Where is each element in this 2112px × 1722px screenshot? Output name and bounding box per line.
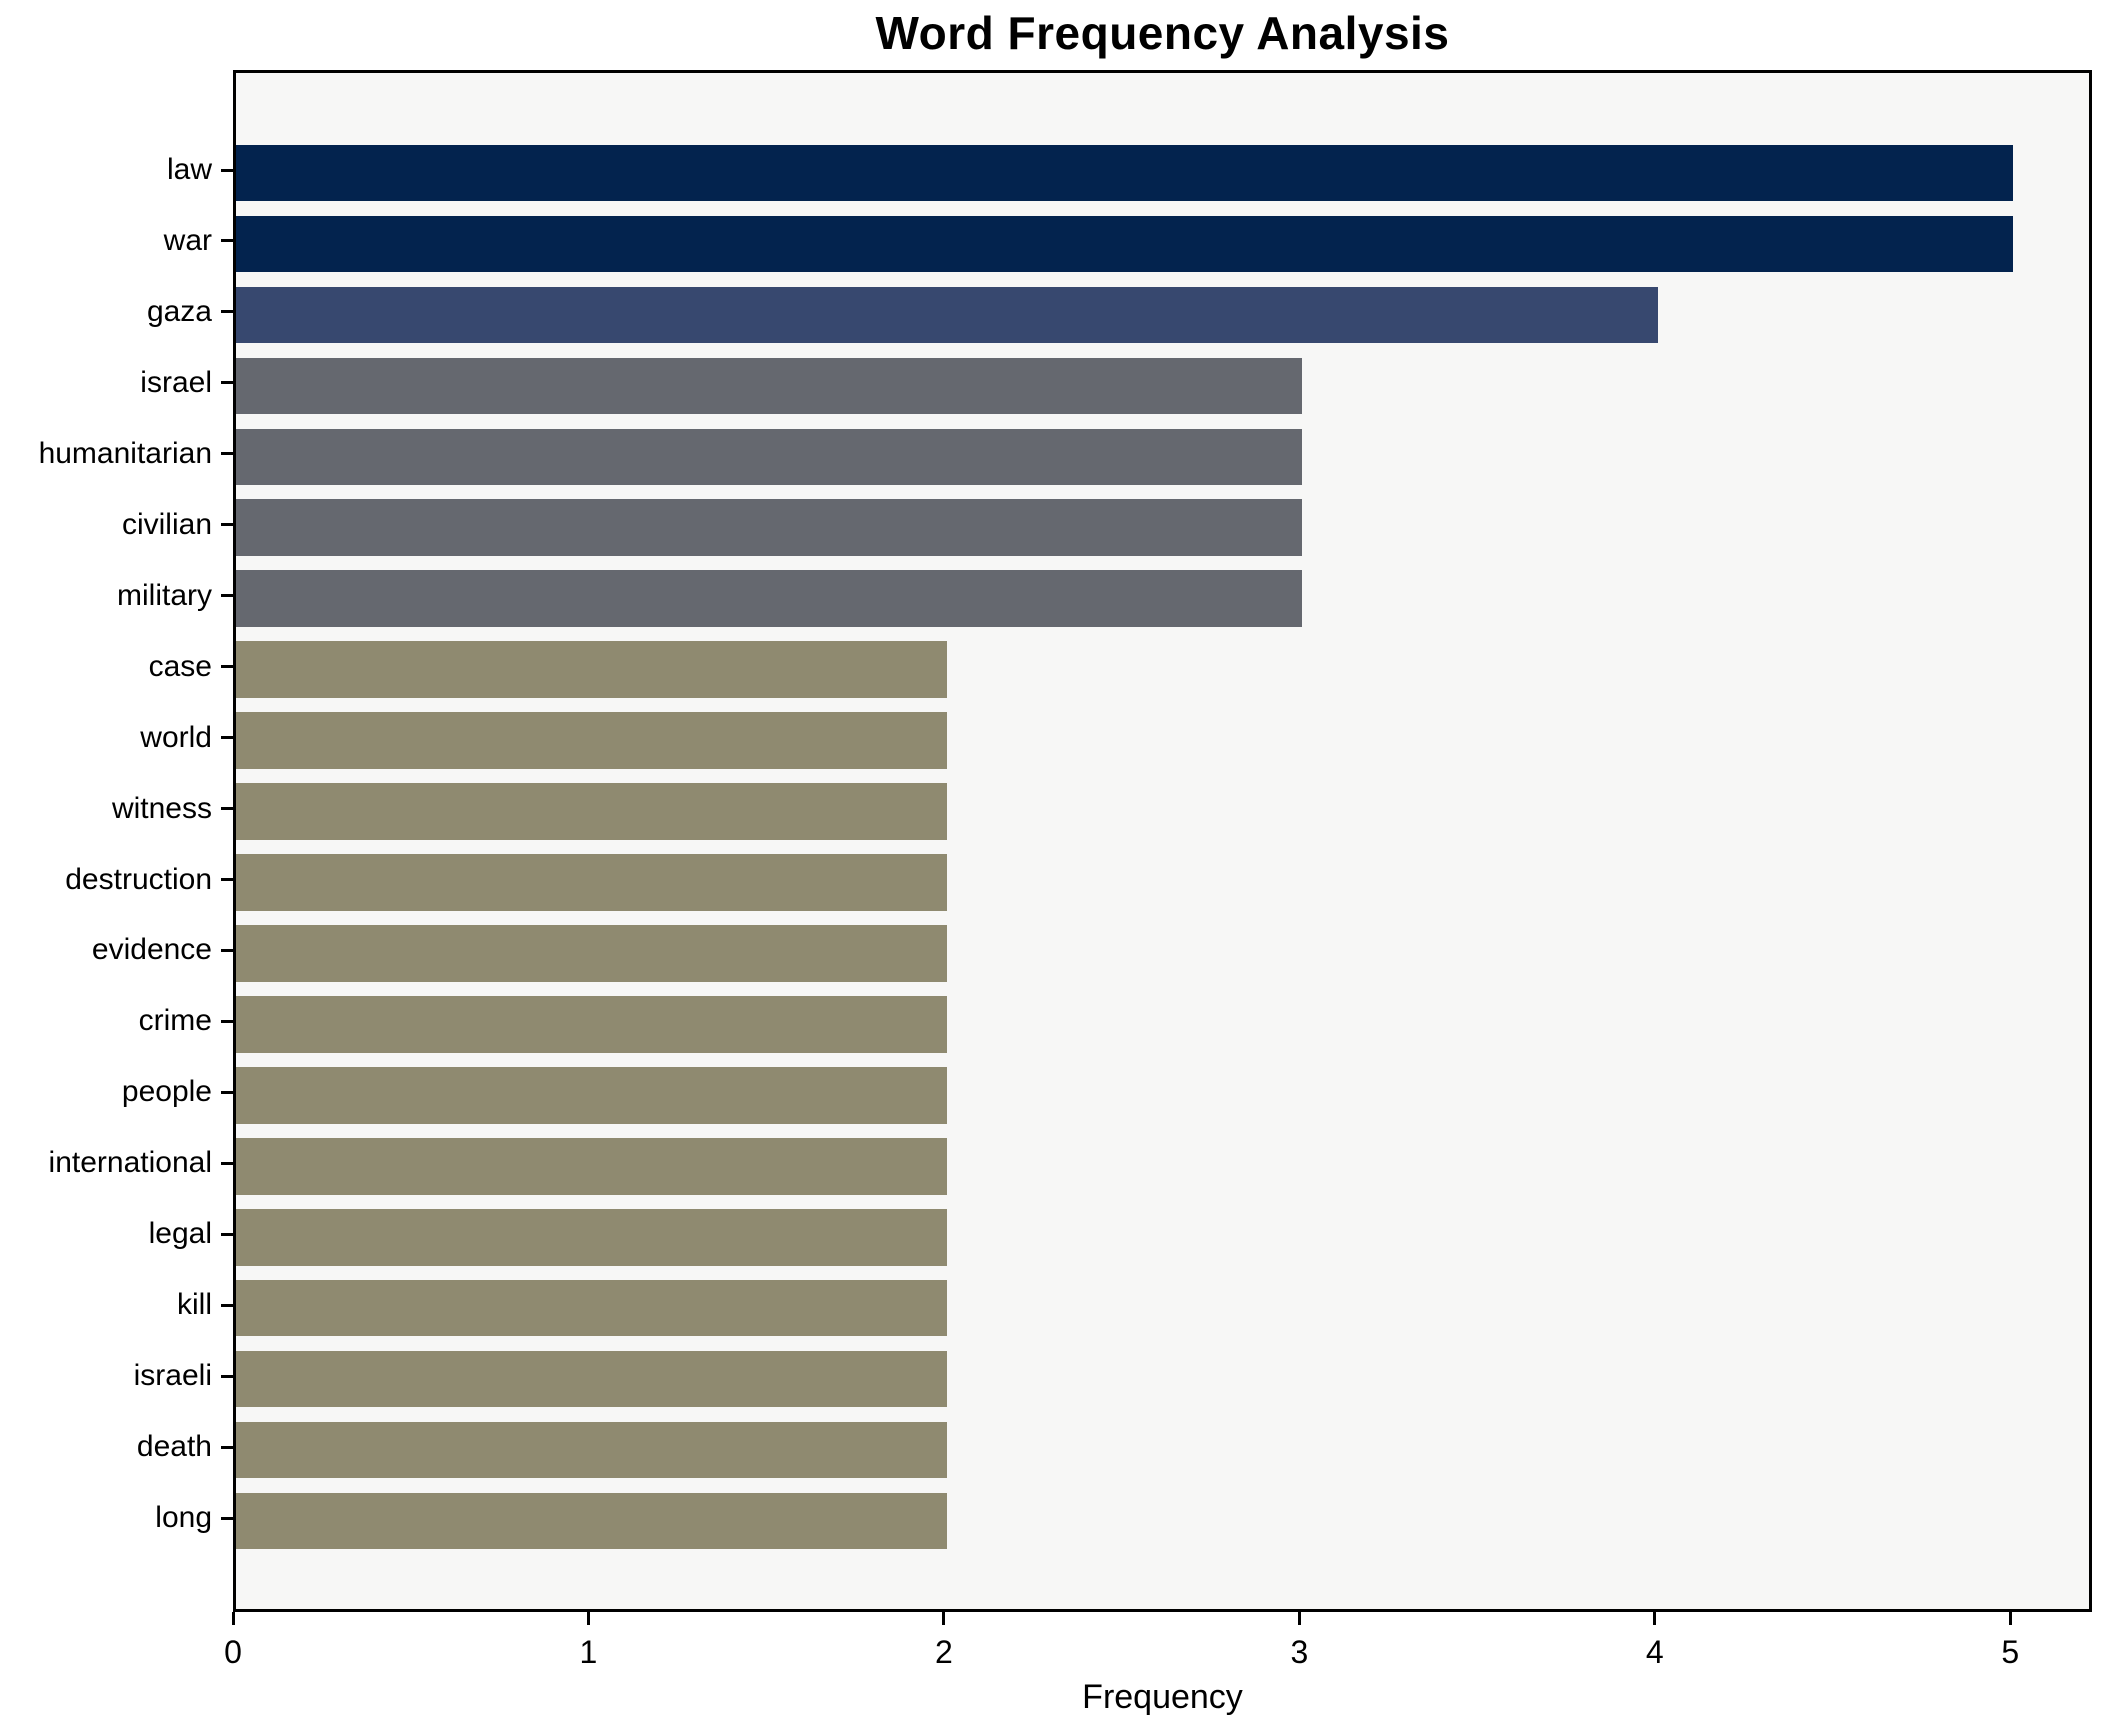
bar-war <box>236 215 2014 273</box>
y-tick-label-gaza: gaza <box>146 294 212 328</box>
y-tick-label-people: people <box>121 1075 212 1109</box>
x-tick-label-1: 1 <box>579 1634 598 1670</box>
y-tick-mark <box>221 1232 233 1236</box>
bar-death <box>236 1421 947 1479</box>
chart-title: Word Frequency Analysis <box>875 7 1450 59</box>
y-tick-label-death: death <box>136 1430 212 1464</box>
x-tick-label-2: 2 <box>934 1634 953 1670</box>
x-tick-mark <box>2008 1612 2012 1625</box>
y-tick-label-witness: witness <box>111 791 212 825</box>
x-tick-mark <box>231 1612 235 1625</box>
bar-kill <box>236 1279 947 1337</box>
bar-destruction <box>236 854 947 911</box>
y-tick-mark <box>221 310 233 314</box>
y-tick-label-crime: crime <box>138 1004 212 1038</box>
y-tick-mark <box>221 239 233 243</box>
y-tick-mark <box>221 452 233 456</box>
y-tick-mark <box>221 381 233 385</box>
y-tick-mark <box>221 1090 233 1094</box>
x-tick-mark <box>586 1612 590 1625</box>
bar-military <box>236 570 1303 627</box>
y-tick-label-kill: kill <box>177 1288 212 1322</box>
y-tick-label-law: law <box>166 153 212 186</box>
plot-area <box>233 70 2092 1612</box>
y-tick-mark <box>221 594 233 598</box>
bar-legal <box>236 1208 947 1266</box>
y-tick-mark <box>221 1516 233 1520</box>
y-tick-label-legal: legal <box>148 1217 212 1251</box>
y-tick-label-civilian: civilian <box>121 507 212 541</box>
y-tick-mark <box>221 1303 233 1307</box>
x-axis-label: Frequency <box>1082 1678 1243 1716</box>
x-tick-mark <box>1653 1612 1657 1625</box>
bar-case <box>236 641 947 698</box>
y-tick-label-humanitarian: humanitarian <box>38 436 212 470</box>
bar-law <box>236 144 2014 202</box>
x-tick-label-0: 0 <box>224 1634 242 1670</box>
bar-world <box>236 712 947 769</box>
y-tick-label-long: long <box>155 1501 212 1535</box>
y-tick-mark <box>221 878 233 881</box>
y-tick-label-world: world <box>140 720 212 754</box>
x-tick-mark <box>1297 1612 1301 1625</box>
y-tick-label-israel: israel <box>140 365 212 399</box>
y-tick-label-case: case <box>148 649 212 683</box>
bar-gaza <box>236 286 1658 344</box>
x-tick-label-3: 3 <box>1290 1634 1309 1670</box>
y-tick-mark <box>221 665 233 669</box>
y-tick-mark <box>221 1445 233 1449</box>
y-tick-label-evidence: evidence <box>91 933 212 967</box>
bar-israel <box>236 357 1303 415</box>
y-tick-label-military: military <box>117 578 212 612</box>
bar-long <box>236 1492 947 1550</box>
y-tick-mark <box>221 948 233 952</box>
bar-witness <box>236 783 947 840</box>
y-tick-label-international: international <box>48 1146 212 1180</box>
bar-crime <box>236 996 947 1053</box>
y-tick-mark <box>221 168 233 172</box>
y-tick-mark <box>221 807 233 811</box>
y-tick-mark <box>221 1161 233 1165</box>
bar-international <box>236 1138 947 1195</box>
y-tick-mark <box>221 736 233 740</box>
bar-civilian <box>236 499 1303 557</box>
bar-humanitarian <box>236 428 1303 486</box>
x-tick-mark <box>942 1612 946 1625</box>
y-tick-mark <box>221 1374 233 1378</box>
y-tick-mark <box>221 1019 233 1023</box>
x-tick-label-4: 4 <box>1645 1634 1664 1670</box>
x-tick-label-5: 5 <box>2001 1634 2020 1670</box>
y-tick-label-destruction: destruction <box>65 862 212 896</box>
y-tick-mark <box>221 523 233 527</box>
y-tick-label-israeli: israeli <box>133 1359 212 1393</box>
bar-people <box>236 1067 947 1124</box>
y-tick-label-war: war <box>163 223 212 257</box>
bar-evidence <box>236 925 947 982</box>
bar-israeli <box>236 1350 947 1408</box>
